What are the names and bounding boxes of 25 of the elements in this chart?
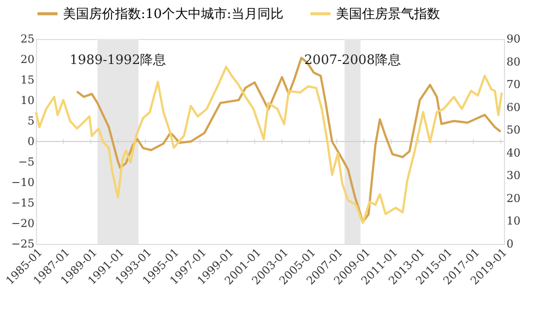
y-tick-label: 25 bbox=[20, 32, 34, 46]
y-tick-label: −20 bbox=[11, 217, 34, 230]
band-label: 1989-1992降息 bbox=[70, 53, 166, 68]
y-tick-label: −15 bbox=[11, 196, 34, 210]
y-tick-label: 0 bbox=[28, 135, 34, 148]
y2-tick-label: 80 bbox=[506, 55, 520, 68]
y-tick-label: −10 bbox=[11, 176, 34, 189]
legend-label: 美国住房景气指数 bbox=[336, 6, 440, 22]
legend-label: 美国房价指数:10个大中城市:当月同比 bbox=[63, 6, 284, 22]
y2-tick-label: 60 bbox=[506, 100, 520, 114]
y2-tick-label: 70 bbox=[506, 78, 520, 92]
y-tick-label: 20 bbox=[20, 53, 34, 66]
y2-tick-label: 90 bbox=[506, 32, 520, 46]
y-tick-label: 10 bbox=[20, 94, 34, 107]
y2-tick-label: 40 bbox=[506, 146, 520, 160]
y-tick-label: 5 bbox=[28, 114, 34, 128]
y-tick-label: −5 bbox=[18, 156, 34, 168]
y2-tick-label: 50 bbox=[506, 124, 520, 137]
y2-tick-label: 20 bbox=[506, 192, 520, 205]
y2-tick-label: 30 bbox=[506, 169, 520, 182]
y2-tick-label: 10 bbox=[506, 214, 520, 228]
y-tick-label: 15 bbox=[20, 74, 34, 86]
y-tick-label: −25 bbox=[11, 238, 34, 250]
band-label: 2007-2008降息 bbox=[304, 53, 401, 68]
y2-tick-label: 0 bbox=[506, 238, 514, 250]
